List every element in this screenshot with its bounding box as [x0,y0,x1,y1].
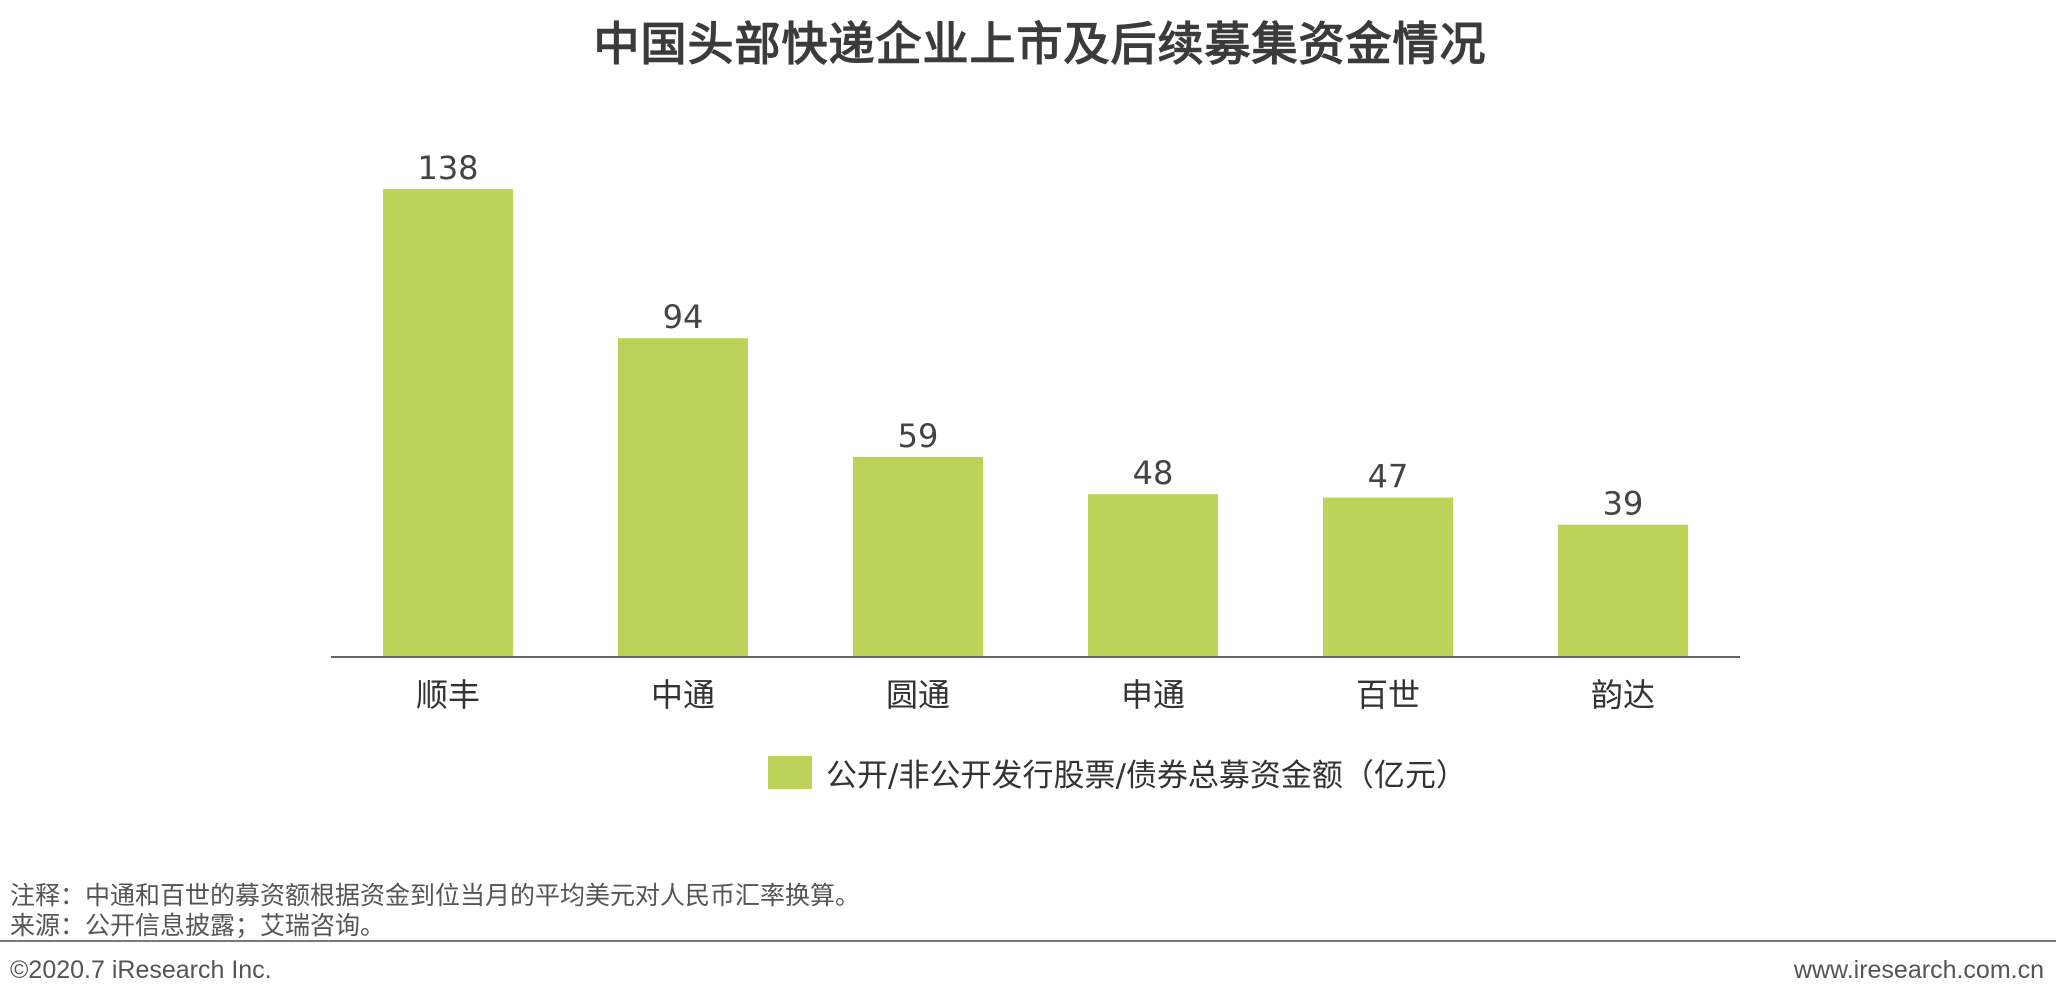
bar-3 [853,456,983,657]
category-label-4: 申通 [1121,676,1185,714]
data-label-4: 48 [1133,454,1174,492]
bar-1 [383,189,513,657]
chart-legend: 公开/非公开发行股票/债券总募资金额（亿元） [768,750,1467,794]
footnote-note: 注释：中通和百世的募资额根据资金到位当月的平均美元对人民币汇率换算。 [10,881,861,910]
bar-2 [618,338,748,657]
category-label-3: 圆通 [886,676,950,714]
bar-6 [1558,524,1688,657]
footnote-source: 来源：公开信息披露；艾瑞咨询。 [10,911,386,940]
legend-label: 公开/非公开发行股票/债券总募资金额（亿元） [826,757,1467,794]
category-label-1: 顺丰 [416,676,480,714]
footer-website[interactable]: www.iresearch.com.cn [1793,956,2044,984]
category-label-2: 中通 [651,676,715,714]
category-label-6: 韵达 [1591,676,1655,714]
footer-divider [0,940,2056,942]
category-label-5: 百世 [1356,676,1420,714]
bar-4 [1088,494,1218,657]
data-label-3: 59 [898,417,939,455]
legend-swatch [768,755,812,789]
bar-5 [1323,497,1453,657]
data-label-1: 138 [417,149,478,187]
footer-copyright: ©2020.7 iResearch Inc. [10,956,272,984]
chart-title: 中国头部快递企业上市及后续募集资金情况 [593,17,1487,71]
data-label-6: 39 [1603,485,1644,523]
data-label-2: 94 [663,298,704,336]
data-label-5: 47 [1368,458,1409,496]
